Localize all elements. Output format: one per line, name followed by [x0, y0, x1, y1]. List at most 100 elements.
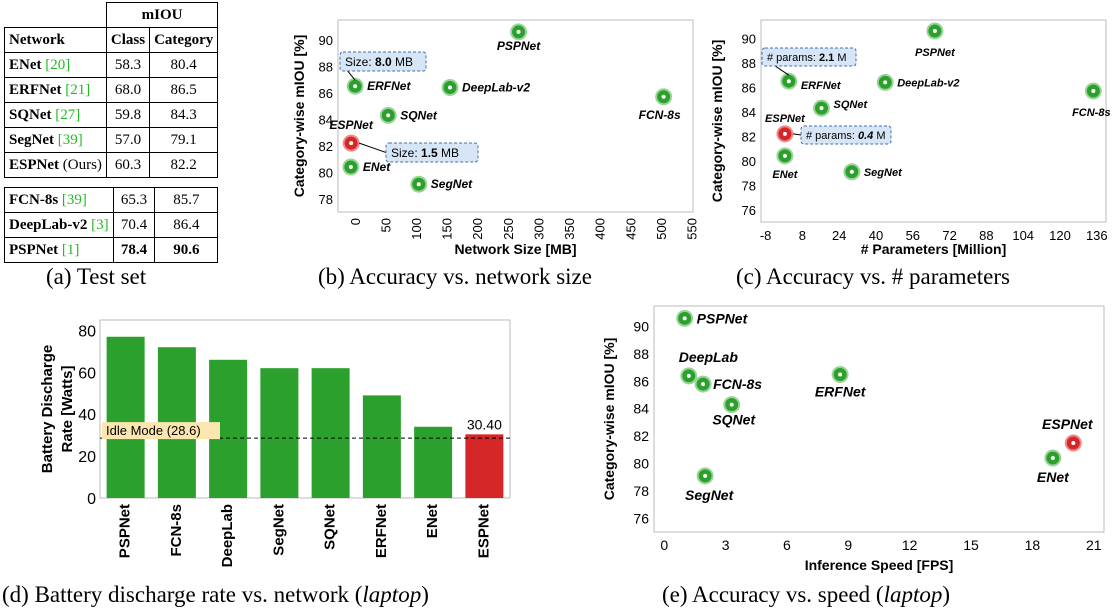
marker-center — [416, 182, 421, 187]
y-tick-label: 0 — [87, 491, 96, 508]
marker-center — [353, 84, 358, 89]
data-point — [676, 309, 694, 327]
network-name: FCN-8s — [9, 191, 59, 208]
point-label: ERFNet — [367, 79, 411, 93]
network-cell: SegNet [39] — [4, 127, 107, 153]
marker-center — [849, 169, 854, 174]
caption-d-italic: laptop — [362, 582, 422, 607]
callout-text: # params: 2.1 M — [767, 52, 847, 64]
network-name: ESPNet — [9, 156, 59, 173]
x-tick-label: 12 — [902, 537, 918, 553]
category-cell: 86.4 — [154, 212, 219, 238]
data-point — [926, 22, 944, 40]
table-body-b: FCN-8s [39] 65.3 85.7 DeepLab-v2 [3] 70.4 86.… — [4, 187, 219, 263]
callout-unit: M — [834, 52, 846, 64]
data-point — [510, 23, 528, 41]
callout-box — [385, 142, 479, 163]
x-tick-label: 88 — [979, 228, 993, 243]
network-column-header: Network — [4, 27, 107, 53]
x-tick-label: 500 — [654, 218, 669, 240]
data-point — [776, 147, 794, 165]
callout-pre: Size: — [391, 146, 421, 160]
bar — [362, 395, 401, 498]
bar — [106, 336, 145, 498]
x-tick-label: ESPNet — [475, 504, 492, 558]
idle-label: Idle Mode (28.6) — [106, 423, 201, 438]
point-label: SQNet — [712, 412, 756, 428]
category-cell: 85.7 — [154, 187, 219, 213]
callout-value: 8.0 — [375, 55, 392, 69]
x-tick-label: 350 — [562, 218, 577, 240]
marker-center — [883, 80, 888, 85]
marker-center — [729, 402, 734, 407]
y-axis-label: Category-wise mIOU [%] — [709, 40, 725, 203]
callout-value: 2.1 — [819, 52, 834, 64]
category-cell: 79.1 — [149, 127, 219, 153]
y-tick-label: 82 — [319, 139, 333, 154]
y-tick-label: 90 — [633, 319, 649, 335]
point-label: DeepLab — [679, 349, 739, 365]
data-point — [776, 125, 794, 143]
y-tick-label: 86 — [633, 373, 649, 389]
data-point — [876, 73, 894, 91]
miou-header: mIOU — [105, 2, 219, 28]
point-label: ENet — [363, 160, 391, 174]
table-row: ERFNet [21] 68.0 86.5 — [4, 77, 219, 103]
y-tick-label: 84 — [319, 112, 333, 127]
y-tick-label: 80 — [78, 323, 96, 340]
x-tick-label: 21 — [1086, 537, 1102, 553]
x-tick-label: 550 — [684, 218, 698, 240]
marker-center — [1050, 456, 1055, 461]
data-point — [1044, 449, 1062, 467]
table-row: ESPNet (Ours) 60.3 82.2 — [4, 152, 219, 178]
x-tick-label: SQNet — [322, 504, 339, 550]
data-point — [379, 106, 397, 124]
callout-box — [761, 47, 857, 67]
network-name: PSPNet — [9, 241, 59, 258]
plot-frame — [760, 19, 1107, 223]
caption-d-end: ) — [421, 582, 429, 607]
category-cell: 84.3 — [149, 102, 219, 128]
marker-center — [838, 372, 843, 377]
callout-box — [339, 51, 427, 72]
caption-e-end: ) — [942, 582, 951, 607]
x-tick-label: 300 — [531, 218, 546, 240]
plot-frame — [99, 319, 511, 499]
point-label: ERFNet — [801, 80, 842, 92]
x-tick-label: 18 — [1025, 537, 1041, 553]
class-cell: 59.8 — [105, 102, 151, 128]
callout-unit: MB — [438, 146, 459, 160]
caption-b: (b) Accuracy vs. network size — [318, 264, 592, 289]
callout-value: 0.4 — [858, 130, 873, 142]
y-tick-label: 80 — [633, 456, 649, 472]
x-tick-label: 3 — [722, 537, 730, 553]
network-name: ERFNet — [9, 81, 62, 98]
y-tick-label: 40 — [78, 407, 96, 424]
callout-unit: MB — [392, 55, 413, 69]
data-point — [694, 375, 712, 393]
data-point — [342, 158, 360, 176]
marker-center — [932, 29, 937, 34]
caption-c: (c) Accuracy vs. # parameters — [736, 264, 1010, 289]
category-cell: 90.6 — [154, 237, 219, 263]
caption-d-text: (d) Battery discharge rate vs. network ( — [2, 582, 363, 607]
y-axis-label: Rate [Watts] — [59, 366, 76, 453]
marker-center — [1071, 440, 1076, 445]
x-tick-label: ENet — [424, 504, 441, 538]
point-label: ERFNet — [815, 383, 867, 399]
table-row: PSPNet [1] 78.4 90.6 — [4, 237, 219, 263]
y-tick-label: 60 — [78, 365, 96, 382]
x-tick-label: 0 — [660, 537, 668, 553]
x-tick-label: SegNet — [270, 504, 287, 556]
table-body-a: ENet [20] 58.3 80.4 ERFNet [21] 68.0 86.5 SQNe… — [4, 52, 219, 178]
x-tick-label: -8 — [760, 228, 772, 243]
x-tick-label: DeepLab — [219, 504, 236, 567]
caption-d: (d) Battery discharge rate vs. network (… — [2, 582, 429, 608]
point-label: SQNet — [400, 108, 438, 122]
data-point — [843, 163, 861, 181]
bar — [414, 426, 453, 498]
y-tick-label: 78 — [633, 483, 649, 499]
marker-center — [782, 153, 787, 158]
marker-center — [448, 85, 453, 90]
x-tick-label: 0 — [348, 218, 363, 225]
